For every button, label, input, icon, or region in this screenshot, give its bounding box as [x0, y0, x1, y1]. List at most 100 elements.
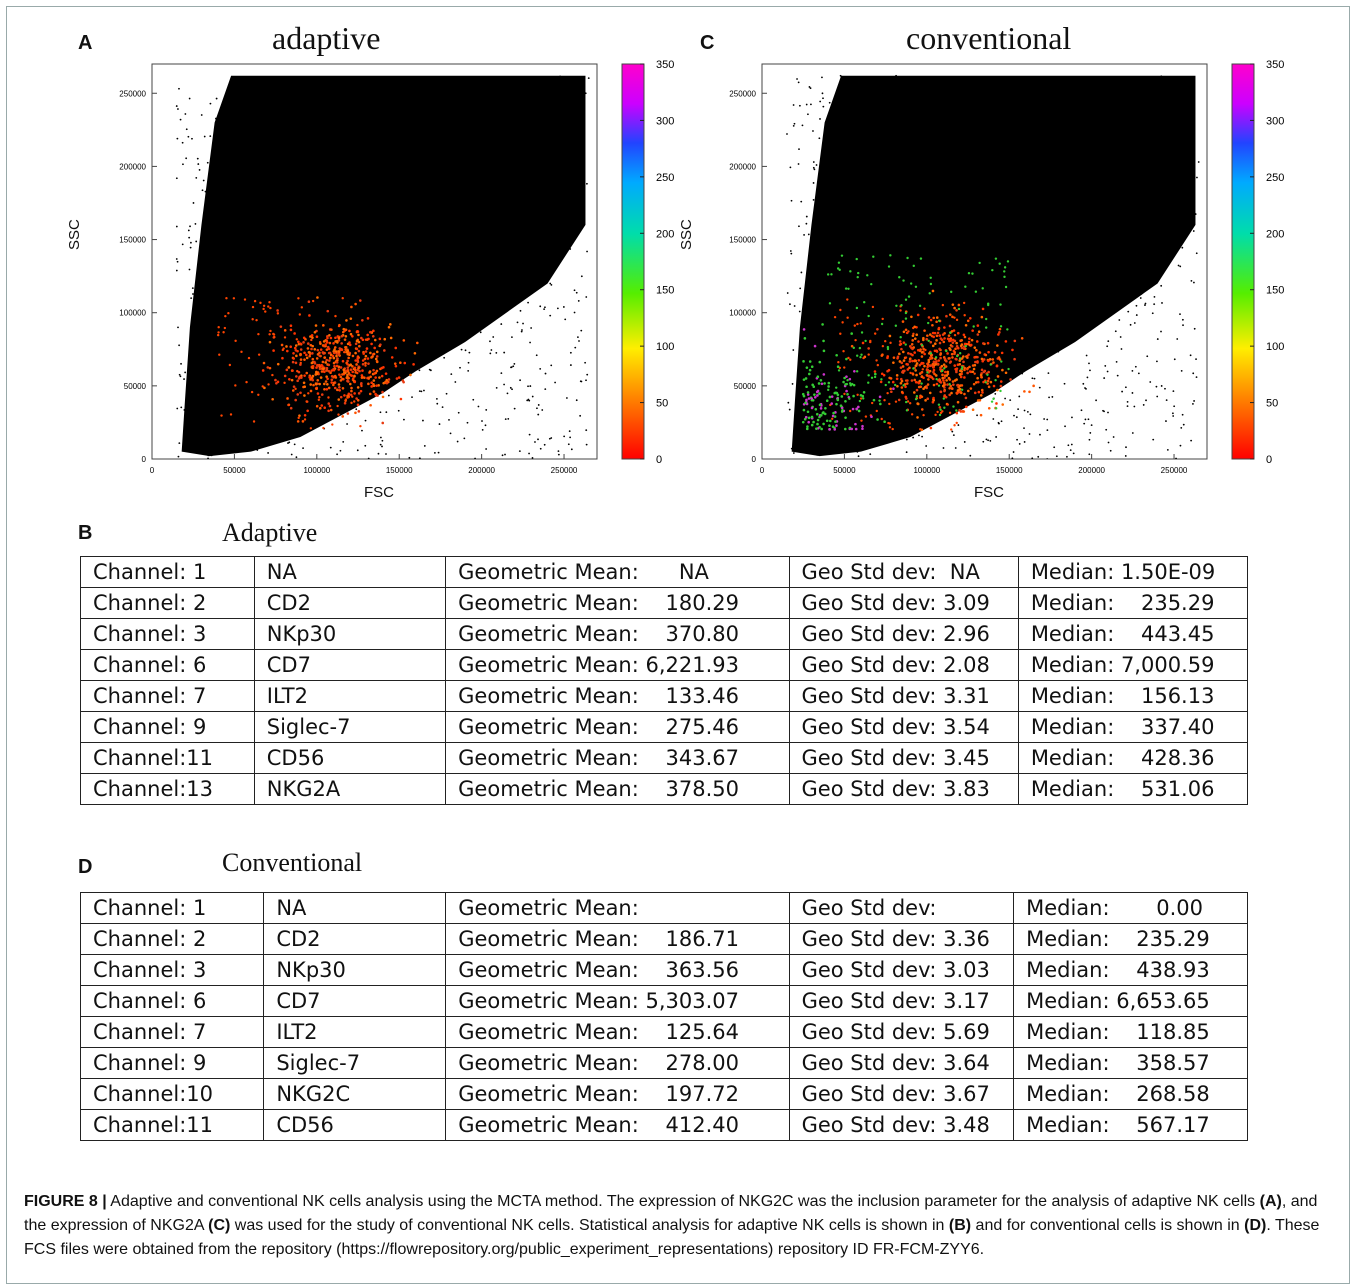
table-row: Channel: 2 CD2 Geometric Mean: 180.29 Geo S… [80, 587, 1249, 619]
table-row: Channel: 7 ILT2 Geometric Mean: 133.46 Geo … [80, 680, 1249, 712]
table-title-adaptive: Adaptive [222, 518, 318, 547]
colorbar-tick-label: 100 [656, 341, 674, 353]
stats-table-adaptive: Channel: 1 NA Geometric Mean: NA Geo Std de… [80, 556, 1249, 805]
table-cell: Geometric Mean: 343.67 [445, 742, 790, 774]
table-cell: Siglec-7 [263, 1047, 447, 1079]
table-cell: Channel: 1 [80, 556, 255, 588]
panel-letter-c: C [700, 32, 715, 54]
scatter-plot-conventional: 0 50000 100000 150000 200000 250000 0 50000 1000… [710, 60, 1310, 480]
table-cell: Geometric Mean: 378.50 [445, 773, 790, 805]
table-cell: NKp30 [253, 618, 447, 650]
density-cloud [786, 74, 1200, 459]
table-cell: Channel:13 [80, 773, 255, 805]
table-cell: Geo Std dev: 3.36 [788, 923, 1015, 955]
table-row: Channel:10 NKG2C Geometric Mean: 197.72 Geo… [79, 1078, 1248, 1110]
table-cell: Median: 235.29 [1013, 923, 1248, 955]
table-cell: Channel: 9 [80, 711, 255, 743]
table-row: Channel: 6 CD7 Geometric Mean: 5,303.07 Geo… [79, 985, 1248, 1017]
table-cell: Median: 443.45 [1017, 618, 1249, 650]
table-cell: Geo Std dev: 2.96 [788, 618, 1019, 650]
table-cell: Geometric Mean: 278.00 [445, 1047, 790, 1079]
colorbar-tick-label: 150 [1266, 285, 1284, 297]
table-cell: Geo Std dev: 3.83 [788, 773, 1019, 805]
table-cell: CD7 [263, 985, 447, 1017]
table-cell: Geometric Mean: 363.56 [445, 954, 790, 986]
table-cell: Geometric Mean: 6,221.93 [445, 649, 790, 681]
table-cell: Median: 268.58 [1013, 1078, 1248, 1110]
y-tick-label: 250000 [119, 89, 146, 98]
table-cell: Geometric Mean: [445, 892, 790, 924]
colorbar-tick-label: 50 [656, 398, 668, 410]
panel-letter-d: D [78, 856, 93, 878]
table-cell: Geometric Mean: 370.80 [445, 618, 790, 650]
table-cell: Geo Std dev: 3.03 [788, 954, 1015, 986]
caption-label: FIGURE 8 | [24, 1193, 107, 1210]
caption-part: (C) [208, 1217, 231, 1234]
table-row: Channel: 3 NKp30 Geometric Mean: 363.56 Geo… [79, 954, 1248, 986]
table-cell: Geo Std dev: 3.64 [788, 1047, 1015, 1079]
colorbar-tick-label: 300 [656, 115, 674, 127]
table-cell: Channel: 2 [79, 923, 265, 955]
table-row: Channel: 2 CD2 Geometric Mean: 186.71 Geo S… [79, 923, 1248, 955]
table-row: Channel: 6 CD7 Geometric Mean: 6,221.93 Geo… [80, 649, 1249, 681]
colorbar-tick-label: 250 [656, 172, 674, 184]
table-cell: Geometric Mean: 197.72 [445, 1078, 790, 1110]
y-tick-label: 100000 [119, 309, 146, 318]
x-tick-label: 250000 [1161, 466, 1188, 475]
table-cell: Median: 358.57 [1013, 1047, 1248, 1079]
caption-part: (D) [1244, 1217, 1267, 1234]
table-cell: Geo Std dev: [788, 892, 1015, 924]
table-cell: Channel:10 [79, 1078, 265, 1110]
table-cell: Geometric Mean: 412.40 [445, 1109, 790, 1141]
x-tick-label: 150000 [996, 466, 1023, 475]
table-cell: Geometric Mean: 5,303.07 [445, 985, 790, 1017]
table-cell: Geometric Mean: NA [445, 556, 790, 588]
table-cell: Geometric Mean: 125.64 [445, 1016, 790, 1048]
table-title-conventional: Conventional [222, 848, 363, 877]
panel-letter-a: A [78, 32, 93, 54]
table-row: Channel: 1 NA Geometric Mean: NA Geo Std de… [80, 556, 1249, 588]
x-tick-label: 100000 [303, 466, 330, 475]
table-cell: Geo Std dev: 3.17 [788, 985, 1015, 1017]
table-row: Channel:11 CD56 Geometric Mean: 343.67 Geo … [80, 742, 1249, 774]
caption-part: and for conventional cells is shown in [971, 1217, 1245, 1234]
table-cell: ILT2 [253, 680, 447, 712]
table-row: Channel: 3 NKp30 Geometric Mean: 370.80 Geo… [80, 618, 1249, 650]
figure-frame [6, 6, 1350, 1284]
y-tick-label: 150000 [119, 236, 146, 245]
table-cell: Median: 438.93 [1013, 954, 1248, 986]
caption-part: . These FCS files were obtained from the… [24, 1217, 1320, 1258]
table-cell: Geometric Mean: 180.29 [445, 587, 790, 619]
colorbar-tick-label: 350 [656, 60, 674, 71]
y-tick-label: 50000 [124, 382, 147, 391]
table-row: Channel: 9 Siglec-7 Geometric Mean: 278.00… [79, 1047, 1248, 1079]
table-cell: Channel: 3 [80, 618, 255, 650]
plot-title-conventional: conventional [906, 20, 1072, 56]
scatter-svg: 0 50000 100000 150000 200000 2500000500001000… [119, 60, 674, 475]
colored-points [801, 254, 1035, 432]
colorbar-tick-label: 300 [1266, 115, 1284, 127]
table-cell: NKp30 [263, 954, 447, 986]
x-tick-label: 50000 [223, 466, 246, 475]
colorbar-tick-label: 350 [1266, 60, 1284, 71]
colored-points [216, 296, 419, 430]
table-cell: Median: 6,653.65 [1013, 985, 1248, 1017]
x-tick-label: 150000 [386, 466, 413, 475]
table-cell: Siglec-7 [253, 711, 447, 743]
table-cell: CD2 [253, 587, 447, 619]
table-cell: Channel:11 [79, 1109, 265, 1141]
table-row: Channel: 1 NA Geometric Mean: Geo Std dev: M… [79, 892, 1248, 924]
x-tick-label: 200000 [1078, 466, 1105, 475]
table-cell: Geo Std dev: 3.54 [788, 711, 1019, 743]
table-cell: Median: 156.13 [1017, 680, 1249, 712]
scatter-svg: 0 50000 100000 150000 200000 2500000500001000… [729, 60, 1284, 475]
table-cell: CD56 [263, 1109, 447, 1141]
table-cell: Geo Std dev: 3.45 [788, 742, 1019, 774]
plot-title-adaptive: adaptive [272, 20, 381, 56]
table-cell: Geo Std dev: 3.09 [788, 587, 1019, 619]
table-row: Channel: 7 ILT2 Geometric Mean: 125.64 Geo … [79, 1016, 1248, 1048]
table-row: Channel:11 CD56 Geometric Mean: 412.40 Geo … [79, 1109, 1248, 1141]
colorbar [1231, 63, 1255, 460]
colorbar-tick-label: 200 [656, 228, 674, 240]
colorbar-tick-label: 100 [1266, 341, 1284, 353]
